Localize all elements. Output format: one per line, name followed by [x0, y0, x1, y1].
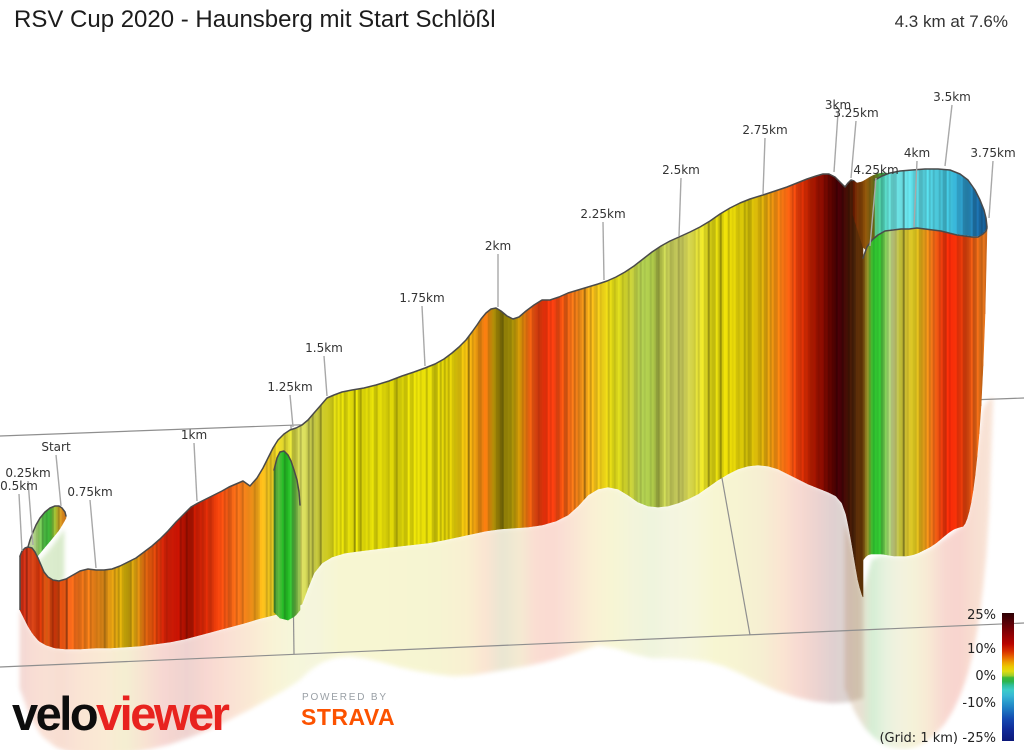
distance-marker-leader: [678, 177, 682, 237]
distance-marker-label: 1.25km: [267, 380, 312, 394]
distance-marker-label: 2.25km: [580, 207, 625, 221]
distance-marker-label: 4km: [904, 146, 930, 160]
distance-marker-leader: [944, 104, 953, 167]
distance-marker-label: 0.75km: [67, 485, 112, 499]
distance-marker-label: 0.25km: [5, 466, 50, 480]
distance-marker-label: Start: [41, 440, 71, 454]
veloviewer-logo[interactable]: veloviewer: [12, 687, 230, 740]
distance-marker-label: 3.25km: [833, 106, 878, 120]
surface-descent-cyan: [874, 168, 988, 239]
distance-marker-leader: [55, 454, 62, 507]
distance-marker-leader: [913, 160, 918, 228]
legend-tick: 0%: [975, 669, 996, 684]
distance-marker-label: 1.75km: [399, 291, 444, 305]
distance-marker-label: 2km: [485, 239, 511, 253]
distance-marker-leader: [869, 177, 877, 247]
distance-marker-leader: [289, 394, 294, 428]
distance-marker-leader: [762, 137, 766, 195]
distance-marker-label: 1.5km: [305, 341, 343, 355]
wall-finish-front: [862, 227, 988, 561]
page-title: RSV Cup 2020 - Haunsberg mit Start Schlö…: [14, 6, 496, 33]
route-summary: 4.3 km at 7.6%: [894, 12, 1008, 31]
distance-marker-label: 0.5km: [0, 479, 38, 493]
legend-tick: 25%: [967, 608, 996, 623]
legend-tick: 10%: [967, 642, 996, 657]
strava-logo[interactable]: STRAVA: [301, 704, 396, 730]
distance-marker-label: 3.5km: [933, 90, 971, 104]
distance-marker-label: 3km: [825, 98, 851, 112]
shadow-main: [19, 464, 864, 750]
veloviewer-logo-viewer: viewer: [96, 687, 230, 740]
distance-marker-leader: [27, 480, 34, 546]
distance-marker-label: 2.75km: [742, 123, 787, 137]
distance-marker-leader: [988, 160, 994, 219]
distance-marker-leader: [18, 493, 23, 552]
distance-marker-label: 2.5km: [662, 163, 700, 177]
distance-marker-leader: [89, 499, 97, 569]
ground-grid-line: [0, 622, 1024, 668]
veloviewer-logo-velo: velo: [12, 687, 99, 740]
gradient-legend-bar: [1002, 613, 1014, 741]
distance-marker-leader: [850, 120, 857, 179]
powered-by-label: POWERED BY: [302, 692, 388, 703]
distance-marker-leader: [193, 442, 198, 502]
distance-marker-label: 3.75km: [970, 146, 1015, 160]
distance-marker-label: 4.25km: [853, 163, 898, 177]
legend-grid-note: (Grid: 1 km): [879, 731, 958, 746]
legend-tick: -25%: [962, 731, 996, 746]
legend-tick: -10%: [962, 696, 996, 711]
distance-marker-leader: [602, 221, 605, 281]
wall-hairpin-green: [273, 450, 301, 621]
shadow-front: [844, 397, 994, 750]
distance-marker-leader: [323, 355, 328, 397]
wall-main: [19, 173, 864, 650]
distance-marker-leader: [833, 112, 839, 173]
distance-marker-label: 1km: [181, 428, 207, 442]
distance-marker-leader: [421, 305, 426, 367]
